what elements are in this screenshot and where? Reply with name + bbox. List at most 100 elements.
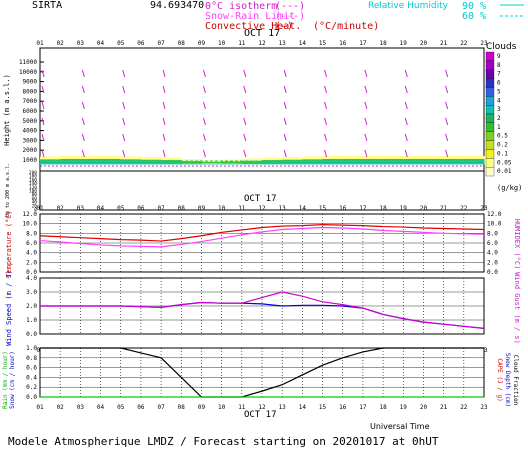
wind-barb: [445, 69, 449, 78]
rh-label: Relative Humidity: [368, 1, 449, 11]
colorbar-cell: [485, 51, 495, 62]
series-line: [39, 226, 485, 248]
y-tick-label: 8.0: [26, 230, 37, 237]
height-tick-label: 7000: [23, 98, 38, 105]
hour-tick-label: 17: [359, 404, 367, 411]
hour-tick-label: 16: [339, 205, 347, 212]
wind-barb: [162, 69, 166, 78]
cloud-cell: [262, 157, 283, 162]
hour-tick-label: 06: [137, 40, 145, 47]
hour-tick-label: 04: [97, 40, 105, 47]
series-line: [40, 291, 485, 329]
wind-barb: [283, 101, 287, 110]
hour-tick-label: 15: [319, 40, 327, 47]
colorbar-label: 0.2: [497, 142, 508, 149]
hour-tick-label: 18: [379, 205, 387, 212]
hour-tick-label: 04: [97, 404, 105, 411]
series-line: [40, 347, 484, 398]
hour-tick-label: 15: [319, 404, 327, 411]
hour-tick-label: 23: [480, 404, 488, 411]
hour-tick-label: 23: [480, 205, 488, 212]
panel-height-frame: [39, 47, 485, 211]
low-height-tick-label: 40: [32, 200, 38, 206]
hour-tick-label: 22: [460, 205, 468, 212]
colorbar-cell: [485, 140, 495, 150]
colorbar-cell: [485, 131, 495, 141]
hour-tick-label: 14: [299, 205, 307, 212]
wind-barb: [81, 69, 85, 78]
hour-tick-label: 16: [339, 40, 347, 47]
y-tick-label: 0.0: [26, 331, 37, 338]
wind-barb: [41, 117, 45, 126]
cloud-cell: [181, 161, 202, 164]
hour-tick-label: 13: [279, 40, 287, 47]
cloud-cell: [120, 162, 142, 165]
cloud-cell: [181, 163, 202, 165]
cloud-cell: [463, 159, 485, 164]
hour-tick-label: 23: [480, 40, 488, 47]
wind-barb: [404, 101, 408, 110]
low-height-tick-label: 100: [29, 189, 37, 195]
wind-barb: [283, 85, 287, 94]
hour-tick-label: 04: [97, 205, 105, 212]
cloud-cell: [282, 162, 303, 165]
y-tick-label: 4.0: [26, 275, 37, 282]
hour-tick-label: 21: [440, 205, 448, 212]
legend-symbol: (---): [275, 1, 305, 12]
hour-tick-label: 10: [218, 404, 226, 411]
height-tick-label: 3000: [23, 137, 38, 144]
wind-barb: [162, 85, 166, 94]
cloud-cell: [342, 162, 364, 165]
wind-barb: [324, 149, 328, 158]
wind-barb: [81, 101, 85, 110]
cloud-cell: [443, 162, 465, 165]
wind-barb: [41, 69, 45, 78]
wind-barb: [404, 69, 408, 78]
wind-barb: [202, 85, 206, 94]
temperature-plot: 12.0 10.0 8.0 6.0 4.0 2.0 0.0 12.0 10.0 8.0 6.0 4.0…: [23, 211, 502, 276]
colorbar-cell: [485, 158, 495, 168]
colorbar-label: 7: [497, 71, 501, 78]
cloud-cell: [302, 162, 324, 165]
site-label: SIRTA: [32, 0, 62, 11]
hour-tick-label: 11: [238, 40, 246, 47]
height-low-axis-label: Up to 200 m a.s.l.: [5, 163, 11, 217]
cloud-cell: [423, 162, 445, 165]
wind-barb: [41, 101, 45, 110]
header-legend: 0°C isotherm(---)Snow-Rain Limit(---)Con…: [205, 1, 305, 32]
wind-barb: [445, 149, 449, 158]
low-height-tick-label: 0: [34, 207, 37, 213]
wind-barb: [283, 69, 287, 78]
y-tick-label: 1.0: [26, 317, 37, 324]
colorbar-label: 4: [497, 97, 501, 104]
hour-tick-label: 18: [379, 40, 387, 47]
hour-tick-label: 01: [36, 40, 44, 47]
humidex-axis-label: HUMIDEX (°C): [513, 219, 521, 270]
hour-tick-label: 22: [460, 404, 468, 411]
rain-cloud-plot: 1.0 0.8 0.6 0.4 0.2 0.0: [26, 345, 485, 401]
y-right-tick-label: 2.0: [487, 259, 498, 266]
wind-barb: [283, 149, 287, 158]
low-height-tick-label: 20: [32, 203, 38, 209]
cloud-cell: [161, 160, 182, 164]
cloud-cell: [221, 163, 243, 165]
y-tick-label: 0.0: [26, 394, 37, 401]
wind-barb: [122, 101, 126, 110]
hour-tick-label: 01: [36, 404, 44, 411]
hour-tick-label: 08: [178, 205, 186, 212]
hour-tick-label: 18: [379, 404, 387, 411]
wind-barb: [364, 85, 368, 94]
legend-label: Snow-Rain Limit: [205, 11, 295, 22]
hour-axis-bottom: 01 02 03 04 05 06 07 08 09 10 11 12 13 14 15 16 17 18 19 20…: [36, 404, 488, 411]
legend-symbol: (---): [275, 11, 305, 22]
clouds-title: Clouds: [486, 42, 517, 52]
hour-tick-label: 13: [279, 404, 287, 411]
clouds-units: (g/kg): [497, 184, 522, 192]
hour-tick-label: 20: [420, 40, 428, 47]
wind-barb: [243, 69, 247, 78]
wind-axis-label: Wind Speed (m / s): [5, 270, 13, 346]
cloud-cell: [201, 163, 223, 165]
low-height-tick-label: 120: [29, 185, 37, 191]
hour-tick-label: 17: [359, 40, 367, 47]
y-tick-label: 6.0: [26, 240, 37, 247]
